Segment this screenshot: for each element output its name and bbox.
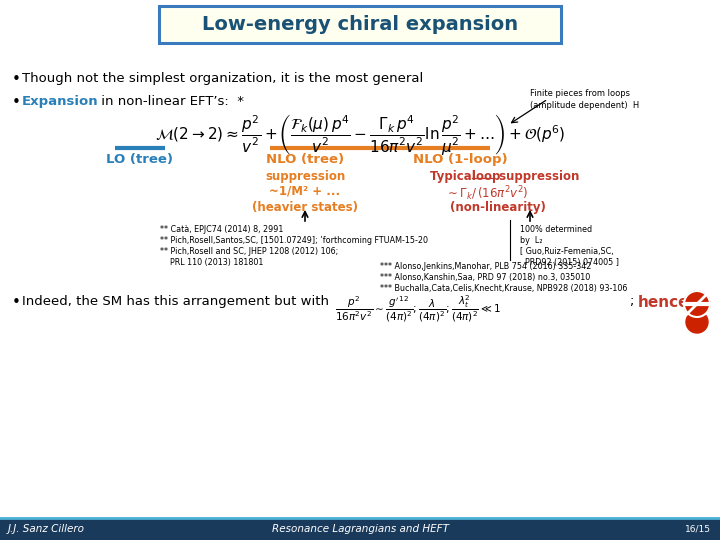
Text: •: • — [12, 295, 21, 310]
Text: hence: hence — [638, 295, 690, 310]
Text: $\mathcal{M}(2 \to 2) \approx \dfrac{p^2}{v^2} + \left(\dfrac{\mathcal{F}_k(\mu): $\mathcal{M}(2 \to 2) \approx \dfrac{p^2… — [155, 112, 565, 157]
Text: *** Alonso,Kanshin,Saa, PRD 97 (2018) no.3, 035010: *** Alonso,Kanshin,Saa, PRD 97 (2018) no… — [380, 273, 590, 282]
Text: ** Catà, EPJC74 (2014) 8, 2991: ** Catà, EPJC74 (2014) 8, 2991 — [160, 225, 284, 234]
Text: $\sim\Gamma_k/\,(16\pi^2 v^2)$: $\sim\Gamma_k/\,(16\pi^2 v^2)$ — [445, 184, 528, 202]
Text: •: • — [12, 72, 21, 87]
Text: $\dfrac{p^2}{16\pi^2 v^2} \sim \dfrac{g^{\prime\,12}}{(4\pi)^2};\dfrac{\lambda}{: $\dfrac{p^2}{16\pi^2 v^2} \sim \dfrac{g^… — [335, 293, 501, 324]
Text: (heavier states): (heavier states) — [252, 201, 358, 214]
Text: 16/15: 16/15 — [685, 524, 711, 534]
Circle shape — [684, 291, 710, 317]
Text: ~1/M² + ...: ~1/M² + ... — [269, 184, 341, 197]
FancyBboxPatch shape — [159, 6, 561, 43]
Text: ;: ; — [630, 295, 643, 308]
Text: PRL 110 (2013) 181801: PRL 110 (2013) 181801 — [160, 258, 264, 267]
Text: 100% determined: 100% determined — [520, 225, 592, 234]
Text: suppression: suppression — [265, 170, 345, 183]
Text: Resonance Lagrangians and HEFT: Resonance Lagrangians and HEFT — [271, 524, 449, 534]
Text: in non-linear EFT’s:  *: in non-linear EFT’s: * — [97, 95, 244, 108]
Bar — [0, 518, 720, 540]
Text: PRD92 (2015) 074005 ]: PRD92 (2015) 074005 ] — [520, 258, 619, 267]
Text: suppression: suppression — [495, 170, 580, 183]
Text: Expansion: Expansion — [22, 95, 99, 108]
Text: *** Buchalla,Cata,Celis,Knecht,Krause, NPB928 (2018) 93-106: *** Buchalla,Cata,Celis,Knecht,Krause, N… — [380, 284, 627, 293]
Text: ** Pich,Rosell and SC, JHEP 1208 (2012) 106;: ** Pich,Rosell and SC, JHEP 1208 (2012) … — [160, 247, 338, 256]
Text: Low-energy chiral expansion: Low-energy chiral expansion — [202, 15, 518, 34]
Text: ** Pich,Rosell,Santos,SC, [1501.07249]; ’forthcoming FTUAM-15-20: ** Pich,Rosell,Santos,SC, [1501.07249]; … — [160, 236, 428, 245]
Text: Indeed, the SM has this arrangement but with: Indeed, the SM has this arrangement but … — [22, 295, 329, 308]
Text: Though not the simplest organization, it is the most general: Though not the simplest organization, it… — [22, 72, 423, 85]
Text: J.J. Sanz Cillero: J.J. Sanz Cillero — [8, 524, 85, 534]
Text: by  L₂: by L₂ — [520, 236, 542, 245]
Text: Finite pieces from loops
(amplitude dependent)  H: Finite pieces from loops (amplitude depe… — [530, 89, 639, 110]
Text: loop: loop — [472, 170, 500, 183]
Circle shape — [686, 311, 708, 333]
Text: *** Alonso,Jenkins,Manohar, PLB 754 (2016) 335-342: *** Alonso,Jenkins,Manohar, PLB 754 (201… — [380, 262, 591, 271]
Text: NLO (1-loop): NLO (1-loop) — [413, 153, 508, 166]
Text: (non-linearity): (non-linearity) — [450, 201, 546, 214]
Text: [ Guo,Ruiz-Femenia,SC,: [ Guo,Ruiz-Femenia,SC, — [520, 247, 613, 256]
Text: LO (tree): LO (tree) — [107, 153, 174, 166]
Text: Typical: Typical — [430, 170, 480, 183]
Text: •: • — [12, 95, 21, 110]
Text: NLO (tree): NLO (tree) — [266, 153, 344, 166]
